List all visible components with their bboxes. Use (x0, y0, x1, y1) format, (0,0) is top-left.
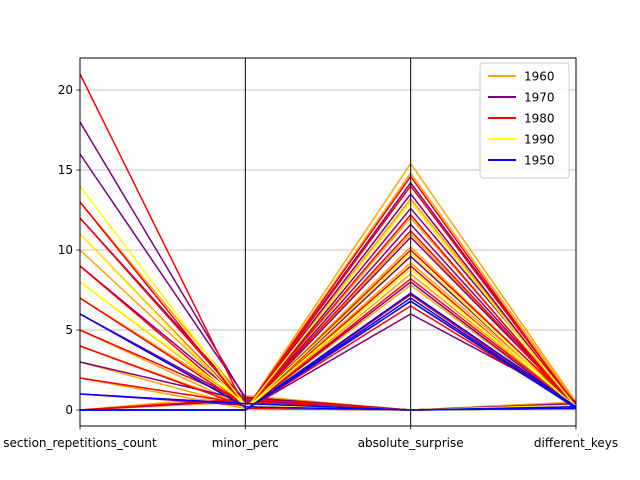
axis-label-section_repetitions_count: section_repetitions_count (3, 436, 157, 450)
data-lines (79, 73, 577, 411)
y-tick-label-0: 0 (65, 403, 73, 417)
axis-labels: section_repetitions_count minor_perc absol… (3, 426, 618, 450)
axis-label-different_keys: different_keys (534, 436, 618, 450)
series-line-1960-8 (79, 394, 577, 411)
legend-label-1970: 1970 (524, 91, 555, 105)
axis-label-absolute_surprise: absolute_surprise (358, 436, 464, 450)
plot-frame (79, 57, 577, 427)
series-line-1970-7 (79, 399, 577, 411)
y-tick-label-2: 10 (58, 243, 73, 257)
legend-box (479, 62, 570, 179)
series-line-1950-4 (80, 300, 577, 411)
legend: 1960 1970 1980 1990 1950 (479, 62, 570, 179)
legend-label-1980: 1980 (524, 112, 555, 126)
y-ticks: 0 5 10 15 20 (58, 83, 80, 417)
legend-label-1950: 1950 (524, 154, 555, 168)
series-line-1950-1 (79, 393, 577, 411)
y-tick-label-3: 15 (58, 163, 73, 177)
legend-label-1990: 1990 (524, 133, 555, 147)
y-tick-label-4: 20 (58, 83, 73, 97)
legend-label-1960: 1960 (524, 70, 555, 84)
y-tick-label-1: 5 (65, 323, 73, 337)
axis-label-minor_perc: minor_perc (212, 436, 279, 450)
series-line-1950-0 (79, 313, 577, 411)
